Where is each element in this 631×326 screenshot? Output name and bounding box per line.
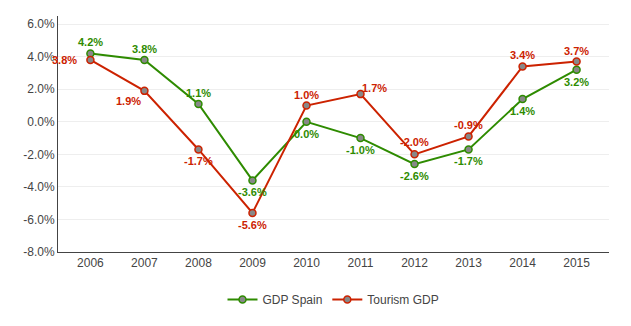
- svg-text:-5.6%: -5.6%: [238, 219, 267, 231]
- svg-text:-6.0%: -6.0%: [23, 213, 55, 227]
- svg-text:3.8%: 3.8%: [52, 54, 77, 66]
- svg-text:-1.7%: -1.7%: [184, 155, 213, 167]
- svg-text:2014: 2014: [509, 256, 536, 270]
- svg-text:2013: 2013: [455, 256, 482, 270]
- svg-text:GDP Spain: GDP Spain: [263, 293, 323, 307]
- svg-text:-4.0%: -4.0%: [23, 180, 55, 194]
- svg-text:2006: 2006: [77, 256, 104, 270]
- svg-text:6.0%: 6.0%: [27, 17, 55, 31]
- svg-text:3.8%: 3.8%: [132, 43, 157, 55]
- svg-text:3.7%: 3.7%: [564, 45, 589, 57]
- svg-text:-1.0%: -1.0%: [346, 144, 375, 156]
- svg-text:3.4%: 3.4%: [510, 49, 535, 61]
- svg-text:-0.9%: -0.9%: [454, 119, 483, 131]
- svg-text:1.4%: 1.4%: [510, 105, 535, 117]
- svg-text:2015: 2015: [563, 256, 590, 270]
- svg-text:-1.7%: -1.7%: [454, 155, 483, 167]
- svg-text:-3.6%: -3.6%: [238, 186, 267, 198]
- svg-text:-2.0%: -2.0%: [23, 148, 55, 162]
- svg-text:1.1%: 1.1%: [186, 87, 211, 99]
- svg-text:1.9%: 1.9%: [116, 95, 141, 107]
- svg-text:-2.0%: -2.0%: [400, 136, 429, 148]
- svg-text:2007: 2007: [131, 256, 158, 270]
- svg-text:4.2%: 4.2%: [78, 36, 103, 48]
- svg-text:2009: 2009: [239, 256, 266, 270]
- svg-text:0.0%: 0.0%: [27, 115, 55, 129]
- svg-text:2011: 2011: [348, 256, 374, 270]
- svg-text:Tourism GDP: Tourism GDP: [367, 293, 438, 307]
- svg-text:2008: 2008: [185, 256, 212, 270]
- svg-text:3.2%: 3.2%: [564, 76, 589, 88]
- svg-text:1.0%: 1.0%: [294, 89, 319, 101]
- svg-text:4.0%: 4.0%: [27, 50, 55, 64]
- svg-text:2012: 2012: [401, 256, 428, 270]
- svg-text:2.0%: 2.0%: [27, 82, 55, 96]
- svg-text:0.0%: 0.0%: [294, 128, 319, 140]
- svg-text:2010: 2010: [293, 256, 320, 270]
- svg-text:-2.6%: -2.6%: [400, 170, 429, 182]
- svg-text:1.7%: 1.7%: [362, 82, 387, 94]
- svg-text:-8.0%: -8.0%: [23, 245, 55, 259]
